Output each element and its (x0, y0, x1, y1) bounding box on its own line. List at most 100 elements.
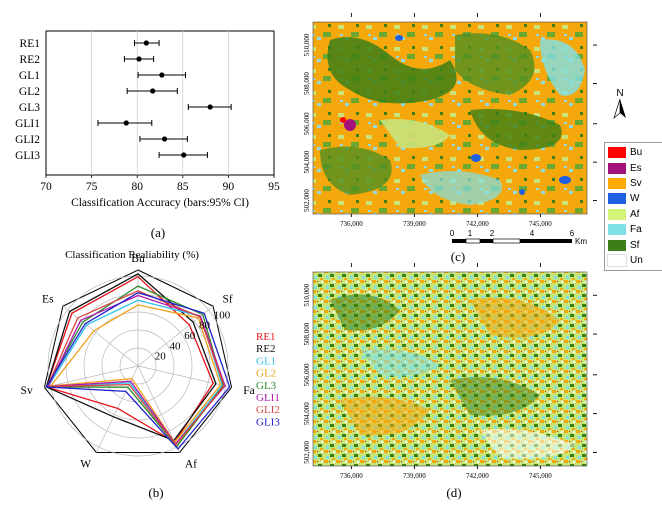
legend-swatch (608, 147, 626, 159)
legend-label: Sv (630, 177, 642, 189)
map-x-tick-label: 745,000 (529, 220, 552, 228)
map-y-tick-label: 510,000 (303, 283, 311, 306)
radar-ring-label: 80 (199, 320, 211, 332)
errorbar-item-gli1 (97, 120, 153, 126)
mean-point (159, 72, 165, 78)
radar-series-re1 (45, 276, 214, 443)
legend-swatch (608, 208, 626, 220)
mean-point (150, 88, 156, 94)
errorbar-item-gl3 (187, 104, 232, 110)
map-y-tick-label: 504,000 (303, 150, 311, 173)
classification-map-c: 736,000 739,000 742,000 745,000 510,000 508,0… (303, 13, 626, 264)
map-d-frame (312, 271, 588, 467)
mean-point (161, 136, 168, 142)
mean-point (143, 40, 149, 46)
radar-spoke (44, 365, 139, 388)
radar-legend-entry: GL1 (256, 355, 276, 367)
radar-outer-frame (43, 269, 233, 453)
errorbar-category-label: GL1 (19, 70, 40, 82)
radar-legend-entry: GLI2 (256, 404, 280, 416)
radar-series-gli1 (47, 294, 226, 445)
radar-legend-entry: GLI1 (256, 392, 280, 404)
legend-swatch (608, 239, 626, 251)
errorbar-x-tick-label: 75 (86, 181, 98, 193)
scale-label-0: 0 (450, 229, 455, 238)
panel-label-c: (c) (451, 249, 465, 264)
map-x-tick-label: 736,000 (340, 472, 363, 480)
errorbar-item-gli2 (139, 136, 188, 142)
errorbar-category-label: GLI2 (15, 134, 40, 146)
legend-label: Af (630, 208, 640, 220)
legend-entry-fa: Fa (608, 222, 660, 237)
legend-swatch (608, 177, 626, 189)
errorbar-item-re2 (123, 56, 155, 62)
map-y-tick-label: 504,000 (303, 402, 311, 425)
errorbar-category-label: GL2 (19, 86, 40, 98)
scale-label-4: 4 (530, 229, 535, 238)
panel-label-b: (b) (148, 485, 163, 500)
map-c-raster (313, 22, 587, 214)
errorbar-x-tick-label: 95 (268, 181, 280, 193)
legend-entry-es: Es (608, 160, 660, 175)
map-x-tick-label: 745,000 (529, 472, 552, 480)
legend-entry-af: Af (608, 207, 660, 222)
map-c-frame (312, 21, 588, 215)
map-x-tick-label: 742,000 (466, 472, 489, 480)
errorbar-category-label: GLI1 (15, 118, 40, 130)
errorbar-item-re1 (133, 40, 160, 46)
radar-legend-entry: RE1 (256, 331, 276, 343)
errorbar-item-gl1 (137, 72, 187, 78)
scale-label-1: 1 (468, 229, 473, 238)
errorbar-item-gli3 (158, 152, 208, 158)
mean-point (123, 120, 129, 126)
map-x-tick-label: 736,000 (340, 220, 363, 228)
map-d-raster (313, 272, 587, 466)
legend-label: Bu (630, 147, 643, 159)
radar-ring-label: 100 (214, 309, 231, 321)
radar-spoke (62, 305, 139, 367)
errorbar-x-tick-label: 85 (177, 181, 189, 193)
legend-entry-bu: Bu (608, 145, 660, 160)
legend-label: Un (630, 254, 643, 266)
map-x-tick-label: 739,000 (403, 220, 426, 228)
north-label: N (616, 88, 623, 99)
accuracy-errorbar-panel: RE1 RE2 GL1 GL2 GL3 GLI1 GLI2 GLI3 70 75 80 85 90 95… (15, 30, 280, 240)
panel-label-a: (a) (151, 225, 165, 240)
errorbar-x-tick-label: 80 (131, 181, 143, 193)
radar-ring (119, 347, 157, 385)
legend-entry-sf: Sf (608, 237, 660, 252)
scale-label-6: 6 (570, 229, 575, 238)
map-y-tick-label: 508,000 (303, 72, 311, 95)
radar-axis-label-sv: Sv (21, 385, 33, 397)
radar-axis-label-sf: Sf (222, 294, 232, 306)
radar-ring (47, 275, 229, 457)
map-x-tick-label: 742,000 (466, 220, 489, 228)
radar-spoke (137, 305, 214, 367)
errorbar-x-axis-label: Classification Accuracy (bars:95% CI) (71, 197, 249, 209)
map-y-tick-label: 502,000 (303, 441, 311, 464)
radar-legend-entry: GLI3 (256, 416, 280, 428)
radar-series-gli2 (46, 290, 225, 446)
errorbar-category-label: GLI3 (15, 150, 40, 162)
mean-point (207, 104, 213, 110)
map-y-tick-label: 502,000 (303, 189, 311, 212)
legend-swatch (608, 193, 626, 205)
map-y-tick-label: 508,000 (303, 322, 311, 345)
radar-axis-label-bu: Bu (131, 253, 145, 265)
scale-bar: 0 1 2 4 6 Km (450, 229, 588, 246)
north-arrow-icon: N (613, 88, 626, 120)
errorbar-x-tick-label: 90 (223, 181, 235, 193)
radar-axis-label-af: Af (185, 458, 197, 470)
legend-label: W (630, 193, 640, 205)
mean-point (181, 152, 187, 158)
errorbar-item-gl2 (126, 88, 178, 94)
legend-swatch (608, 224, 626, 236)
radar-series-gli3 (45, 292, 231, 450)
reliability-radar-panel: Classification Realiability (%) Bu Sf Fa Af… (21, 249, 281, 500)
radar-legend-entry: GL2 (256, 368, 276, 380)
radar-series-gl2 (50, 304, 222, 443)
map-y-tick-label: 506,000 (303, 363, 311, 386)
errorbar-category-label: RE2 (20, 54, 41, 66)
errorbar-plot-frame (45, 30, 275, 176)
classification-map-d: 736,000 739,000 742,000 745,000 510,000 508,0… (303, 263, 597, 500)
